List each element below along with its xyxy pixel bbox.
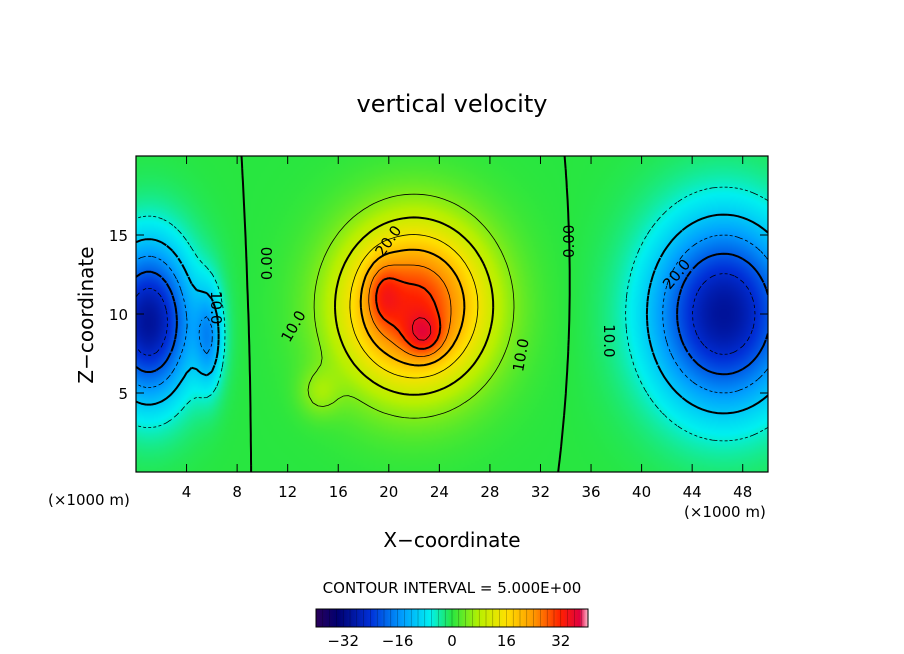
x-tick-label: 20 bbox=[379, 483, 398, 501]
contour-interval-text: CONTOUR INTERVAL = 5.000E+00 bbox=[323, 579, 582, 597]
x-tick-label: 36 bbox=[581, 483, 600, 501]
contour-label: 0.00 bbox=[560, 225, 578, 258]
x-tick-label: 40 bbox=[632, 483, 651, 501]
contour-level-15 bbox=[349, 234, 479, 379]
x-tick-label: 48 bbox=[733, 483, 752, 501]
contour-label: 0.00 bbox=[258, 247, 276, 280]
heatmap-field bbox=[136, 156, 768, 472]
y-axis-label: Z−coordinate bbox=[74, 246, 98, 383]
contour-level-30 bbox=[375, 277, 442, 350]
x-tick-label: 32 bbox=[531, 483, 550, 501]
colorbar-tick-label: 16 bbox=[497, 632, 516, 650]
contour-level-5 bbox=[307, 193, 515, 419]
x-unit-left: (×1000 m) bbox=[48, 491, 130, 509]
colorbar-tick-label: −32 bbox=[327, 632, 359, 650]
contour-level--20 bbox=[136, 252, 768, 376]
contour-level--10 bbox=[136, 213, 768, 415]
colorbar-tick-label: 32 bbox=[551, 632, 570, 650]
chart-title: vertical velocity bbox=[357, 90, 548, 118]
x-axis-label: X−coordinate bbox=[383, 528, 520, 552]
x-tick-label: 8 bbox=[232, 483, 242, 501]
contour-level-10 bbox=[334, 216, 495, 396]
contour-level-35 bbox=[411, 317, 432, 341]
x-axis-ticks: 4 8 12 16 20 24 28 32 36 40 44 48 bbox=[182, 156, 752, 501]
y-tick-label: 15 bbox=[109, 227, 128, 245]
contour-level-20 bbox=[359, 248, 466, 367]
x-tick-label: 24 bbox=[430, 483, 449, 501]
y-axis-ticks: 5 10 15 bbox=[109, 227, 768, 403]
y-tick-label: 5 bbox=[118, 385, 128, 403]
y-tick-label: 10 bbox=[109, 306, 128, 324]
x-tick-label: 12 bbox=[278, 483, 297, 501]
colorbar bbox=[315, 608, 589, 628]
contour-level--5 bbox=[136, 186, 768, 442]
colorbar-tick-label: 0 bbox=[447, 632, 457, 650]
contour-label: 10.0 bbox=[600, 324, 618, 357]
contour-lines bbox=[136, 156, 768, 472]
contour-level--15 bbox=[136, 234, 768, 394]
x-unit-right: (×1000 m) bbox=[684, 503, 766, 521]
contour-level-25 bbox=[368, 264, 452, 357]
x-tick-label: 4 bbox=[182, 483, 192, 501]
colorbar-tick-label: −16 bbox=[382, 632, 414, 650]
contour-label: 10.0 bbox=[509, 337, 533, 373]
colorbar-ticks: −32 −16 0 16 32 bbox=[315, 609, 589, 650]
x-tick-label: 28 bbox=[480, 483, 499, 501]
x-tick-label: 44 bbox=[683, 483, 702, 501]
contour-level-0 bbox=[240, 156, 571, 472]
x-tick-label: 16 bbox=[329, 483, 348, 501]
contour-label: 10.0 bbox=[207, 291, 225, 324]
contour-level--25 bbox=[136, 273, 756, 356]
